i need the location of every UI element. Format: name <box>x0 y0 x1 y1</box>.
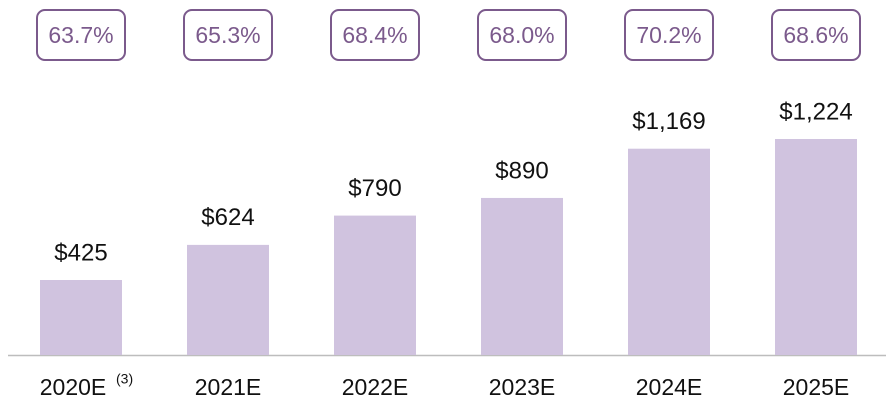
x-tick-label: 2021E <box>195 374 262 400</box>
x-tick-label: 2022E <box>342 374 409 400</box>
margin-box <box>183 9 273 61</box>
x-tick-label: 2024E <box>636 374 703 400</box>
margin-box <box>624 9 714 61</box>
margin-label: 65.3% <box>195 22 260 48</box>
value-label: $624 <box>201 204 254 231</box>
category-footnote: (3) <box>116 371 133 387</box>
margin-label: 68.0% <box>489 22 554 48</box>
bar <box>187 244 269 355</box>
margin-label: 70.2% <box>636 22 701 48</box>
value-label: $425 <box>54 239 107 266</box>
value-label: $890 <box>495 157 548 184</box>
margin-box <box>477 9 567 61</box>
margin-box <box>36 9 126 61</box>
margin-box <box>771 9 861 61</box>
x-tick-label: 2025E <box>783 374 850 400</box>
x-tick-label: 2023E <box>489 374 556 400</box>
bar <box>775 139 857 355</box>
margin-label: 63.7% <box>48 22 113 48</box>
value-label: $1,169 <box>632 108 705 135</box>
margin-box <box>330 9 420 61</box>
value-label: $790 <box>348 175 401 202</box>
value-label: $1,224 <box>779 98 852 125</box>
bar <box>334 215 416 355</box>
bar <box>40 280 122 355</box>
bar <box>481 197 563 355</box>
x-tick-label: 2020E <box>40 374 107 400</box>
margin-label: 68.6% <box>783 22 848 48</box>
margin-label: 68.4% <box>342 22 407 48</box>
bar <box>628 148 710 355</box>
